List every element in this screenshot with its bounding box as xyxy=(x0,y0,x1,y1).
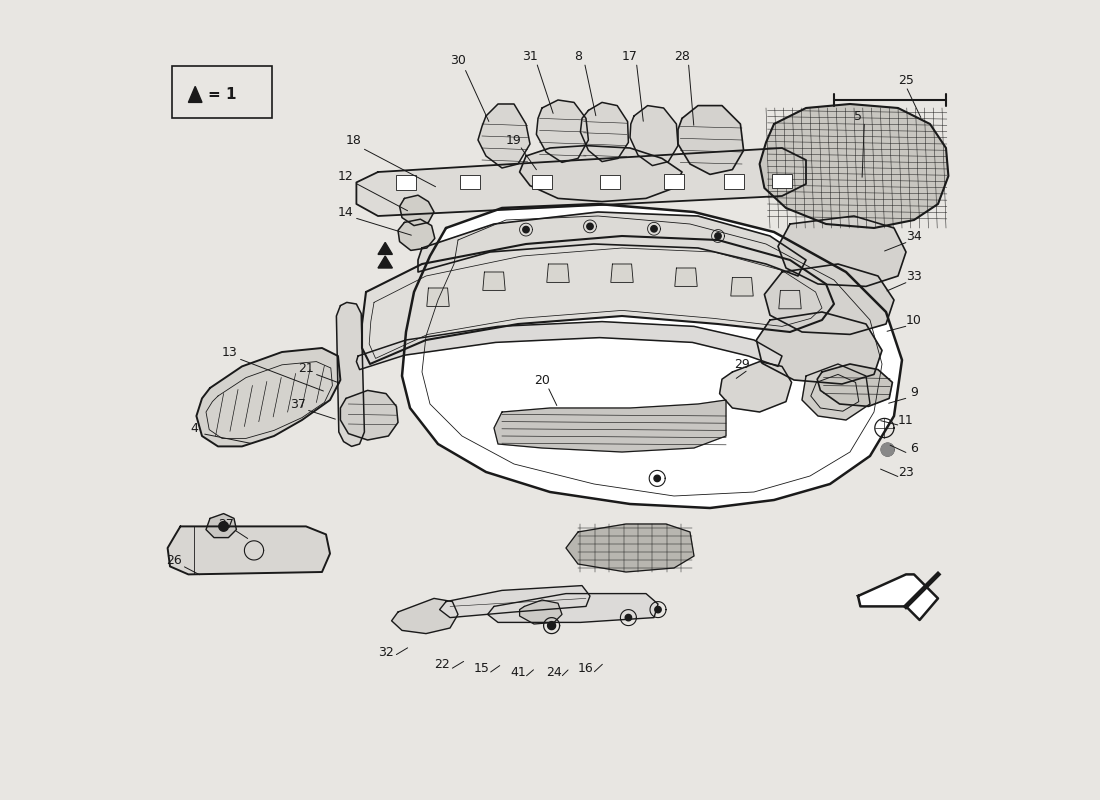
Text: 8: 8 xyxy=(574,50,582,62)
Polygon shape xyxy=(399,195,435,226)
Polygon shape xyxy=(519,146,682,202)
Text: 18: 18 xyxy=(346,134,362,146)
Text: 15: 15 xyxy=(474,662,490,674)
Text: 22: 22 xyxy=(434,658,450,670)
Text: 12: 12 xyxy=(338,170,354,182)
Polygon shape xyxy=(402,204,902,508)
Bar xyxy=(460,175,481,190)
Bar xyxy=(531,174,552,189)
Text: 5: 5 xyxy=(854,110,862,122)
Polygon shape xyxy=(537,100,588,162)
Polygon shape xyxy=(418,212,806,276)
Text: 41: 41 xyxy=(510,666,526,678)
Text: 30: 30 xyxy=(450,54,466,66)
Polygon shape xyxy=(581,102,628,162)
Polygon shape xyxy=(802,364,870,420)
Polygon shape xyxy=(757,312,882,384)
Polygon shape xyxy=(392,598,458,634)
FancyBboxPatch shape xyxy=(172,66,272,118)
Text: 29: 29 xyxy=(734,358,750,370)
Polygon shape xyxy=(356,148,806,216)
Polygon shape xyxy=(522,226,529,233)
Text: 6: 6 xyxy=(910,442,917,454)
Text: 11: 11 xyxy=(898,414,914,426)
Text: 14: 14 xyxy=(338,206,354,218)
Polygon shape xyxy=(764,264,894,334)
Bar xyxy=(771,174,792,189)
Polygon shape xyxy=(519,600,562,624)
Polygon shape xyxy=(881,443,894,456)
Polygon shape xyxy=(167,526,330,574)
Polygon shape xyxy=(730,278,754,296)
Text: 31: 31 xyxy=(522,50,538,62)
Polygon shape xyxy=(494,400,726,452)
Polygon shape xyxy=(206,514,236,538)
Polygon shape xyxy=(817,364,892,406)
Text: 19: 19 xyxy=(506,134,521,146)
Polygon shape xyxy=(630,106,678,166)
Text: 24: 24 xyxy=(546,666,562,678)
Text: 10: 10 xyxy=(906,314,922,326)
Polygon shape xyxy=(356,322,782,370)
Polygon shape xyxy=(625,614,631,621)
Text: 20: 20 xyxy=(535,374,550,386)
Polygon shape xyxy=(719,362,792,412)
Polygon shape xyxy=(378,242,393,254)
Polygon shape xyxy=(651,226,657,232)
Text: 26: 26 xyxy=(166,554,182,566)
Polygon shape xyxy=(548,622,556,630)
Polygon shape xyxy=(547,264,569,282)
Polygon shape xyxy=(362,236,834,364)
Polygon shape xyxy=(586,223,593,230)
Bar xyxy=(396,175,417,190)
Polygon shape xyxy=(378,256,393,268)
Text: 21: 21 xyxy=(298,362,314,374)
Polygon shape xyxy=(478,104,530,168)
Polygon shape xyxy=(678,106,744,174)
Polygon shape xyxy=(760,104,948,228)
Polygon shape xyxy=(487,594,658,622)
Text: 4: 4 xyxy=(190,422,198,434)
Text: 13: 13 xyxy=(222,346,238,358)
Text: 34: 34 xyxy=(906,230,922,242)
Polygon shape xyxy=(219,522,229,531)
Polygon shape xyxy=(440,586,590,618)
Polygon shape xyxy=(654,475,660,482)
Polygon shape xyxy=(779,290,801,309)
Text: 16: 16 xyxy=(579,662,594,674)
Bar xyxy=(600,174,620,189)
Text: 27: 27 xyxy=(218,518,234,530)
Polygon shape xyxy=(654,606,661,613)
Text: 32: 32 xyxy=(378,646,394,658)
Bar xyxy=(724,174,745,189)
Polygon shape xyxy=(197,348,340,446)
Text: 25: 25 xyxy=(898,74,914,86)
Text: 9: 9 xyxy=(910,386,917,398)
Text: 37: 37 xyxy=(290,398,306,410)
Text: 17: 17 xyxy=(623,50,638,62)
Bar xyxy=(663,174,684,189)
Polygon shape xyxy=(340,390,398,440)
Text: 23: 23 xyxy=(898,466,914,478)
Polygon shape xyxy=(610,264,634,282)
Polygon shape xyxy=(674,268,697,286)
Polygon shape xyxy=(566,524,694,572)
Text: 33: 33 xyxy=(906,270,922,282)
Polygon shape xyxy=(427,288,449,306)
Polygon shape xyxy=(858,574,938,620)
Text: 28: 28 xyxy=(674,50,690,62)
Polygon shape xyxy=(398,219,434,250)
Polygon shape xyxy=(337,302,364,446)
Polygon shape xyxy=(483,272,505,290)
Polygon shape xyxy=(188,86,202,102)
Polygon shape xyxy=(715,233,722,239)
Polygon shape xyxy=(778,216,906,286)
Text: = 1: = 1 xyxy=(208,87,236,102)
